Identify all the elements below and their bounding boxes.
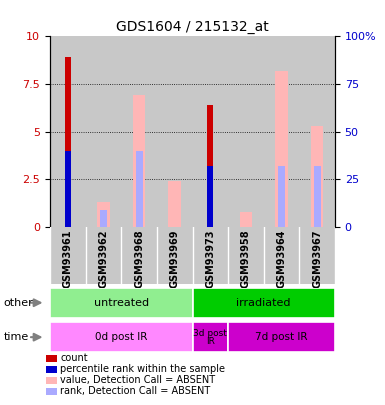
Title: GDS1604 / 215132_at: GDS1604 / 215132_at [116,20,269,34]
Bar [100,210,107,227]
Bar [136,151,142,227]
Text: GSM93964: GSM93964 [276,230,286,288]
Text: GSM93967: GSM93967 [312,230,322,288]
Bar [228,322,335,352]
Text: 3d post
IR: 3d post IR [193,328,227,346]
Text: GSM93961: GSM93961 [63,230,73,288]
Text: irradiated: irradiated [236,298,291,308]
Text: rank, Detection Call = ABSENT: rank, Detection Call = ABSENT [60,386,211,396]
Bar [207,166,213,227]
Text: count: count [60,354,88,363]
Text: GSM93962: GSM93962 [99,230,109,288]
Text: GSM93968: GSM93968 [134,230,144,288]
Bar [314,166,321,227]
Text: GSM93969: GSM93969 [170,230,180,288]
Bar [133,96,145,227]
Text: GSM93958: GSM93958 [241,230,251,288]
Bar [65,151,71,227]
Bar [50,288,192,318]
Text: time: time [4,332,29,342]
Bar [192,288,335,318]
Text: 0d post IR: 0d post IR [95,332,147,342]
Text: other: other [4,298,33,308]
Bar [240,211,252,227]
Text: 7d post IR: 7d post IR [255,332,308,342]
Bar [65,58,71,227]
Text: percentile rank within the sample: percentile rank within the sample [60,364,226,374]
Bar [169,181,181,227]
Bar [192,322,228,352]
Text: GSM93973: GSM93973 [205,230,215,288]
Bar [207,105,213,227]
Bar [275,71,288,227]
Bar [97,202,110,227]
Text: untreated: untreated [94,298,149,308]
Bar [278,166,285,227]
Text: value, Detection Call = ABSENT: value, Detection Call = ABSENT [60,375,216,385]
Bar [50,322,192,352]
Bar [311,126,323,227]
